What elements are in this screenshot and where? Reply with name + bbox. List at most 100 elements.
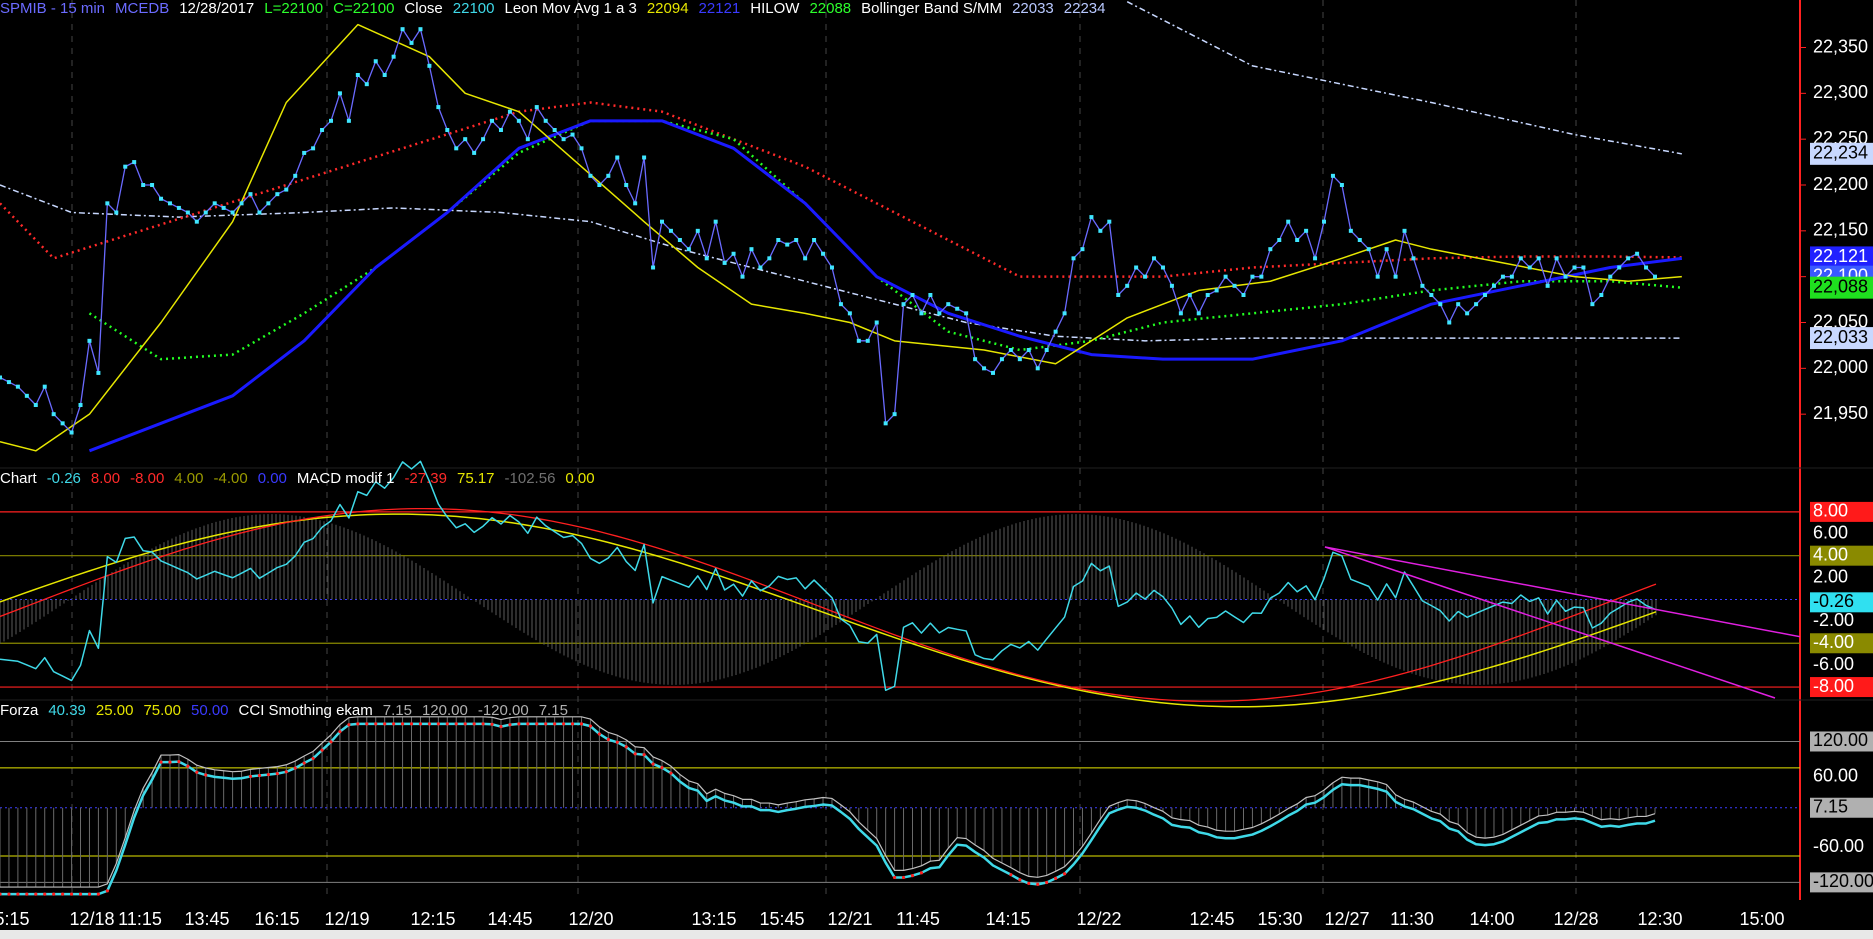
close-price-point <box>847 311 852 316</box>
x-axis-label: 15:30 <box>1257 909 1302 929</box>
cci-extreme-point <box>25 892 29 896</box>
close-price-point <box>543 118 548 123</box>
close-price-point <box>346 118 351 123</box>
horizontal-scrollbar[interactable] <box>0 930 1873 939</box>
hdr-macd-item-11: 0.00 <box>565 470 595 487</box>
hdr-price-item-14: 22234 <box>1063 0 1106 17</box>
close-price-point <box>1125 283 1130 288</box>
hilow-green-dotted-line <box>88 119 1682 361</box>
close-price-point <box>1178 311 1183 316</box>
close-price-point <box>1518 256 1523 261</box>
close-price-point <box>427 63 432 68</box>
close-price-point <box>1474 302 1479 307</box>
hdr-cci-item-6: 7.15 <box>382 702 412 719</box>
close-price-point <box>337 91 342 96</box>
close-price-point <box>51 412 56 417</box>
hdr-macd-item-10: -102.56 <box>504 470 556 487</box>
hdr-cci-item-8: -120.00 <box>477 702 529 719</box>
close-price-point <box>454 146 459 151</box>
cci-axis-tick: -60.00 <box>1813 836 1864 856</box>
close-price-point <box>579 146 584 151</box>
close-price-point <box>1491 283 1496 288</box>
close-price-point <box>713 219 718 224</box>
close-price-point <box>838 302 843 307</box>
cci-extreme-point <box>561 722 566 726</box>
x-axis-label: 13:45 <box>184 909 229 929</box>
close-price-point <box>257 210 262 215</box>
close-price-point <box>1527 265 1532 270</box>
close-price-point <box>391 54 396 59</box>
close-price-point <box>695 228 700 233</box>
close-price-point <box>42 384 47 389</box>
close-price-point <box>141 183 146 187</box>
close-price-point <box>1626 256 1631 261</box>
price-value-tag <box>1810 276 1873 299</box>
close-price-point <box>1483 293 1488 297</box>
macd-value-tag-label: -0.26 <box>1813 591 1854 611</box>
close-price-point <box>1035 366 1040 371</box>
price-axis-tick: 22,000 <box>1813 357 1868 377</box>
hdr-price-item-7: Leon Mov Avg 1 a 3 <box>504 0 637 17</box>
x-axis-label: 12:30 <box>1637 909 1682 929</box>
close-price-point <box>1653 274 1657 279</box>
close-price-point <box>1393 274 1398 279</box>
price-value-tag-label: 22,121 <box>1813 246 1868 266</box>
cci-extreme-point <box>490 722 494 726</box>
x-axis-label: 5:15 <box>0 909 30 929</box>
close-price-point <box>1509 274 1514 279</box>
close-price-point <box>1581 265 1586 270</box>
hdr-macd-item-2: 8.00 <box>90 470 121 487</box>
close-price-point <box>803 256 808 261</box>
close-price-point <box>865 338 870 343</box>
close-price-point <box>1590 302 1595 307</box>
close-price-point <box>1644 265 1649 270</box>
cci-extreme-point <box>624 745 628 749</box>
cci-extreme-point <box>311 756 315 761</box>
x-axis-label: 12/20 <box>568 909 613 929</box>
close-price-point <box>919 311 924 316</box>
close-price-point <box>150 183 155 187</box>
cci-extreme-point <box>553 722 557 726</box>
close-price-point <box>1241 293 1246 297</box>
close-price-point <box>1554 256 1559 261</box>
cci-extreme-point <box>177 760 181 764</box>
hdr-cci-item-5: CCI Smothing ekam <box>238 702 373 719</box>
close-price-point <box>1456 302 1461 307</box>
cci-grey-line <box>0 716 1656 888</box>
cci-extreme-point <box>61 892 65 896</box>
close-price-point <box>1259 274 1264 279</box>
cci-extreme-point <box>374 722 378 726</box>
close-price-point <box>194 219 199 224</box>
close-price-point <box>597 183 602 187</box>
hdr-price-item-0: SPMIB - 15 min <box>0 0 106 17</box>
x-axis-label: 14:00 <box>1469 909 1514 929</box>
close-price-point <box>1152 256 1157 261</box>
price-value-tag <box>1810 246 1873 269</box>
macd-value-tag <box>1810 501 1873 522</box>
close-price-point <box>1304 228 1309 233</box>
cci-extreme-point <box>329 740 333 744</box>
close-price-point <box>87 338 92 343</box>
close-price-point <box>892 412 897 417</box>
close-price-point <box>1366 247 1371 252</box>
x-axis-label: 14:45 <box>487 909 532 929</box>
hdr-macd-item-8: -27.39 <box>404 470 447 487</box>
cci-extreme-point <box>463 722 467 726</box>
close-price-point <box>96 370 101 375</box>
close-price-point <box>1608 274 1613 279</box>
close-price-point <box>284 187 289 192</box>
close-price-point <box>1214 288 1219 293</box>
close-price-point <box>1429 293 1434 297</box>
cci-extreme-point <box>570 722 575 726</box>
cci-extreme-point <box>526 722 530 726</box>
close-price-point <box>910 293 915 297</box>
close-price-point <box>355 73 360 77</box>
moving-average-yellow-line <box>0 23 1682 452</box>
close-price-point <box>1536 256 1541 261</box>
cci-extreme-point <box>186 764 190 768</box>
close-price-point <box>1232 283 1237 288</box>
close-price-point <box>0 375 2 380</box>
hdr-macd-item-6: 0.00 <box>257 470 287 487</box>
close-price-point <box>329 118 333 123</box>
